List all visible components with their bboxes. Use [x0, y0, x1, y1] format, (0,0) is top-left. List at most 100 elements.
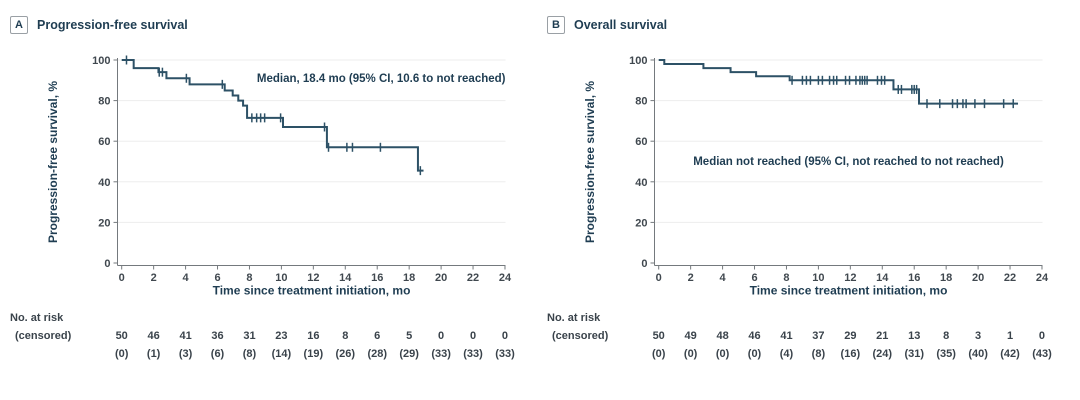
x-tick-label: 18 — [940, 272, 952, 284]
risk-censored-value: (26) — [335, 348, 355, 360]
panel-progression-free-survival: A Progression-free survival 0 20 40 60 80 100… — [10, 16, 515, 360]
x-axis-label: Time since treatment initiation, mo — [213, 284, 411, 298]
risk-at-risk-value: 13 — [908, 330, 920, 342]
y-axis-label: Progression-free survival, % — [46, 81, 60, 243]
risk-at-risk-value: 0 — [1039, 330, 1045, 342]
risk-censored-value: (0) — [115, 348, 129, 360]
x-tick-label: 20 — [435, 272, 447, 284]
x-tick-label: 22 — [1004, 272, 1016, 284]
risk-at-risk-value: 6 — [374, 330, 380, 342]
risk-at-risk-value: 29 — [844, 330, 856, 342]
x-tick-label: 16 — [371, 272, 383, 284]
risk-header-line1: No. at risk — [10, 312, 64, 324]
panel-b-header: B Overall survival — [547, 16, 667, 34]
x-tick-label: 16 — [908, 272, 920, 284]
risk-at-risk-value: 37 — [812, 330, 824, 342]
risk-at-risk-value: 16 — [307, 330, 319, 342]
risk-censored-value: (33) — [463, 348, 483, 360]
y-tick-label: 0 — [641, 258, 647, 270]
panel-a-title: Progression-free survival — [37, 18, 188, 32]
risk-at-risk-value: 1 — [1007, 330, 1013, 342]
x-tick-label: 20 — [972, 272, 984, 284]
x-tick-label: 10 — [812, 272, 824, 284]
x-tick-label: 2 — [151, 272, 157, 284]
risk-censored-value: (16) — [841, 348, 861, 360]
x-tick-label: 24 — [499, 272, 512, 284]
y-tick-label: 40 — [635, 177, 647, 189]
risk-at-risk-value: 50 — [116, 330, 128, 342]
risk-at-risk-value: 8 — [342, 330, 348, 342]
panel-b-badge: B — [547, 16, 565, 34]
y-tick-label: 20 — [98, 217, 110, 229]
risk-at-risk-value: 8 — [943, 330, 949, 342]
risk-at-risk-value: 0 — [470, 330, 476, 342]
x-tick-label: 2 — [688, 272, 694, 284]
risk-at-risk-value: 46 — [748, 330, 760, 342]
risk-censored-value: (35) — [936, 348, 956, 360]
y-tick-label: 60 — [635, 136, 647, 148]
risk-censored-value: (19) — [304, 348, 324, 360]
x-tick-label: 22 — [467, 272, 479, 284]
panel-overall-survival: B Overall survival 0 20 40 60 80 100 0 2 4 6 8 10 12… — [537, 0, 1080, 400]
risk-at-risk-value: 41 — [780, 330, 792, 342]
risk-at-risk-value: 5 — [406, 330, 412, 342]
x-tick-label: 24 — [1036, 272, 1049, 284]
risk-at-risk-value: 21 — [876, 330, 888, 342]
x-tick-label: 0 — [119, 272, 125, 284]
y-tick-label: 60 — [98, 136, 110, 148]
risk-censored-value: (42) — [1000, 348, 1020, 360]
y-tick-label: 80 — [98, 96, 110, 108]
median-annotation: Median, 18.4 mo (95% CI, 10.6 to not rea… — [257, 73, 506, 85]
risk-at-risk-value: 48 — [716, 330, 728, 342]
risk-censored-value: (33) — [431, 348, 451, 360]
risk-censored-value: (4) — [780, 348, 794, 360]
risk-at-risk-value: 41 — [179, 330, 191, 342]
x-axis-label: Time since treatment initiation, mo — [750, 284, 948, 298]
x-tick-label: 10 — [275, 272, 287, 284]
risk-at-risk-value: 49 — [685, 330, 697, 342]
risk-censored-value: (31) — [904, 348, 924, 360]
risk-censored-value: (0) — [652, 348, 666, 360]
risk-censored-value: (28) — [367, 348, 387, 360]
risk-header-line1: No. at risk — [547, 312, 601, 324]
risk-censored-value: (43) — [1032, 348, 1052, 360]
y-tick-label: 100 — [629, 55, 647, 67]
y-axis-label: Progression-free survival, % — [583, 81, 597, 243]
x-tick-label: 12 — [307, 272, 319, 284]
risk-censored-value: (14) — [272, 348, 292, 360]
risk-at-risk-value: 50 — [653, 330, 665, 342]
risk-censored-value: (40) — [968, 348, 988, 360]
x-tick-label: 12 — [844, 272, 856, 284]
risk-censored-value: (0) — [684, 348, 698, 360]
x-tick-label: 6 — [751, 272, 757, 284]
x-tick-label: 4 — [183, 272, 190, 284]
x-tick-label: 0 — [656, 272, 662, 284]
risk-censored-value: (33) — [495, 348, 515, 360]
y-tick-label: 0 — [104, 258, 110, 270]
risk-header-line2: (censored) — [552, 330, 609, 342]
x-tick-label: 4 — [720, 272, 727, 284]
median-annotation: Median not reached (95% CI, not reached … — [693, 156, 1004, 168]
km-curve — [658, 59, 1019, 105]
risk-censored-value: (1) — [147, 348, 161, 360]
panel-a-header: A Progression-free survival — [10, 16, 188, 34]
risk-censored-value: (6) — [211, 348, 225, 360]
risk-censored-value: (29) — [399, 348, 419, 360]
y-tick-label: 100 — [92, 55, 110, 67]
y-tick-label: 20 — [635, 217, 647, 229]
risk-at-risk-value: 0 — [438, 330, 444, 342]
risk-censored-value: (8) — [243, 348, 257, 360]
x-tick-label: 14 — [876, 272, 889, 284]
panel-b-title: Overall survival — [574, 18, 668, 32]
risk-at-risk-value: 36 — [211, 330, 223, 342]
risk-censored-value: (0) — [716, 348, 730, 360]
risk-at-risk-value: 31 — [243, 330, 255, 342]
risk-at-risk-value: 23 — [275, 330, 287, 342]
risk-censored-value: (3) — [179, 348, 193, 360]
risk-censored-value: (0) — [748, 348, 762, 360]
x-tick-label: 8 — [783, 272, 789, 284]
risk-at-risk-value: 0 — [502, 330, 508, 342]
